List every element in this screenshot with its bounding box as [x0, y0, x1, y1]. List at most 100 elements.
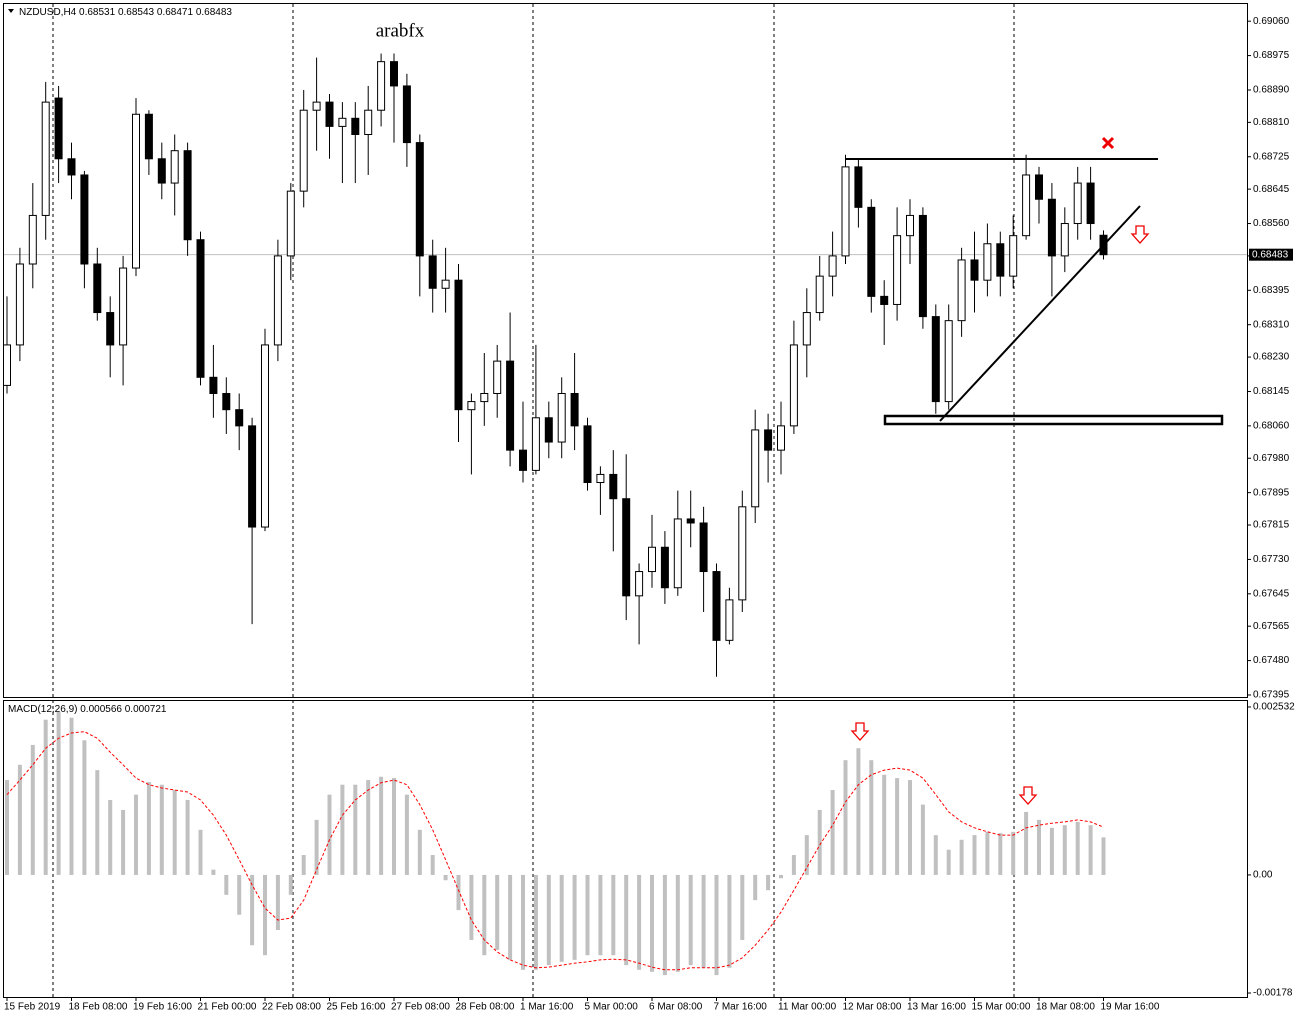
macd-bar — [444, 875, 448, 880]
y-tick-label: 0.67980 — [1253, 453, 1290, 464]
macd-bar — [573, 875, 577, 960]
macd-bar — [973, 835, 977, 875]
down-arrow — [852, 723, 868, 740]
macd-bar — [934, 835, 938, 875]
x-tick-label: 6 Mar 08:00 — [649, 1002, 703, 1013]
candle-body — [623, 499, 630, 596]
x-tick-label: 11 Mar 00:00 — [778, 1002, 837, 1013]
candle-body — [171, 151, 178, 183]
y-tick-label: 0.67895 — [1253, 487, 1290, 498]
candle-body — [661, 547, 668, 587]
candle-body — [816, 276, 823, 312]
macd-bar — [108, 800, 112, 875]
x-tick-label: 22 Feb 08:00 — [262, 1002, 321, 1013]
candle-body — [365, 110, 372, 134]
macd-bar — [469, 875, 473, 940]
macd-bar — [1037, 820, 1041, 875]
down-arrow — [1020, 787, 1036, 804]
macd-bar — [147, 782, 151, 875]
macd-bar — [715, 875, 719, 975]
y-tick-label: 0.68230 — [1253, 352, 1290, 363]
candle-body — [649, 547, 656, 571]
macd-bar — [624, 875, 628, 965]
y-tick-label: 0.67480 — [1253, 655, 1290, 666]
x-tick-label: 15 Feb 2019 — [4, 1002, 61, 1013]
candle-body — [739, 507, 746, 600]
candle-body — [391, 62, 398, 86]
candle-body — [442, 280, 449, 288]
macd-bar — [457, 875, 461, 910]
macd-bar — [95, 770, 99, 875]
macd-bar — [727, 875, 731, 968]
x-tick-label: 18 Mar 08:00 — [1036, 1002, 1095, 1013]
y-tick-label: 0.67730 — [1253, 554, 1290, 565]
y-tick-label: 0.68560 — [1253, 218, 1290, 229]
macd-bar — [173, 790, 177, 875]
macd-bar — [366, 780, 370, 875]
macd-bar — [1102, 837, 1106, 875]
candle-body — [1087, 183, 1094, 223]
y-tick-label: 0.67645 — [1253, 588, 1290, 599]
macd-bar — [379, 777, 383, 875]
candle-body — [610, 474, 617, 498]
candle-body — [133, 114, 140, 268]
candle-body — [803, 313, 810, 345]
macd-bar — [186, 800, 190, 875]
candle-body — [778, 426, 785, 450]
x-tick-label: 27 Feb 08:00 — [391, 1002, 450, 1013]
candle-body — [571, 393, 578, 425]
x-tick-label: 25 Feb 16:00 — [327, 1002, 386, 1013]
candle-body — [68, 159, 75, 175]
macd-bar — [856, 748, 860, 875]
candle-body — [713, 572, 720, 641]
macd-bar — [947, 850, 951, 875]
candle-body — [249, 426, 256, 527]
macd-bar — [237, 875, 241, 915]
candle-body — [352, 118, 359, 134]
y-tick-label: 0.00 — [1253, 870, 1273, 881]
macd-bar — [1050, 828, 1054, 875]
x-tick-label: 21 Feb 00:00 — [198, 1002, 257, 1013]
candle-body — [313, 102, 320, 110]
candle-body — [274, 256, 281, 345]
candle-body — [584, 426, 591, 483]
macd-bar — [1089, 825, 1093, 875]
macd-bar — [405, 795, 409, 875]
y-tick-label: 0.68810 — [1253, 117, 1290, 128]
x-tick-label: 1 Mar 16:00 — [520, 1002, 574, 1013]
y-tick-label: 0.67565 — [1253, 621, 1290, 632]
candle-body — [145, 114, 152, 159]
x-tick-label: 19 Feb 16:00 — [133, 1002, 192, 1013]
candle-body — [236, 410, 243, 426]
macd-bar — [663, 875, 667, 975]
macd-bar — [263, 875, 267, 955]
macd-bar — [650, 875, 654, 972]
candle-body — [842, 167, 849, 256]
macd-bar — [818, 810, 822, 875]
macd-bar — [44, 720, 48, 875]
macd-bar — [276, 875, 280, 930]
trend-line — [940, 206, 1140, 421]
x-tick-label: 5 Mar 00:00 — [585, 1002, 639, 1013]
candle-body — [945, 321, 952, 402]
macd-bar — [547, 875, 551, 965]
macd-bar — [1076, 822, 1080, 875]
support-zone — [885, 416, 1222, 424]
macd-bar — [908, 780, 912, 875]
macd-bar — [960, 840, 964, 875]
x-tick-label: 18 Feb 08:00 — [69, 1002, 128, 1013]
macd-bar — [921, 805, 925, 875]
candle-body — [636, 572, 643, 596]
watermark: arabfx — [376, 20, 425, 41]
macd-bar — [521, 875, 525, 970]
close-value: 0.68483 — [196, 7, 233, 18]
candle-body — [94, 264, 101, 313]
macd-bar — [611, 875, 615, 955]
macd-bar — [702, 875, 706, 968]
candle-body — [520, 450, 527, 470]
macd-bar — [766, 875, 770, 890]
candle-body — [468, 402, 475, 410]
macd-bar — [121, 810, 125, 875]
macd-bar — [805, 835, 809, 875]
candle-body — [971, 260, 978, 280]
